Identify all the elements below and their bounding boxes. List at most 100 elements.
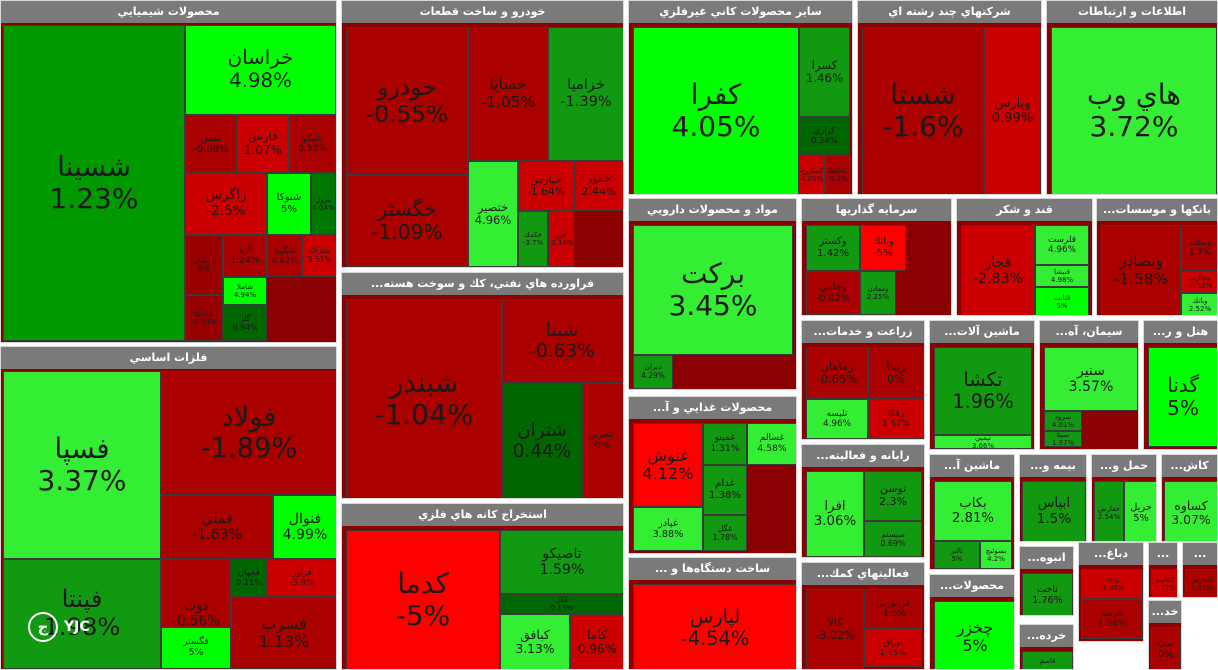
- stock-tile[interactable]: فسرب 1.13%: [231, 597, 336, 669]
- stock-tile[interactable]: بسوئيچ 4.2%: [980, 541, 1012, 569]
- stock-tile[interactable]: شسينا 1.23%: [3, 25, 185, 341]
- stock-tile[interactable]: لپارس -4.54%: [633, 584, 796, 669]
- stock-tile[interactable]: خودرو -0.55%: [346, 27, 468, 175]
- stock-tile[interactable]: كگل 0.13%: [500, 594, 623, 614]
- stock-tile[interactable]: خزاميا -1.39%: [548, 27, 623, 161]
- sector-24[interactable]: محصولات... چخزر 5%: [929, 574, 1015, 670]
- stock-tile[interactable]: قجار -2.83%: [961, 225, 1035, 315]
- stock-tile[interactable]: كساروج 4.05%: [799, 155, 825, 194]
- sector-0[interactable]: محصولات شيميايي شسينا 1.23% خراسان 4.98% شفن -…: [0, 0, 337, 343]
- stock-tile[interactable]: حريل 5%: [1124, 481, 1156, 541]
- sector-15[interactable]: هتل و ر... گدنا 5%: [1143, 320, 1218, 450]
- sector-6[interactable]: فراورده هاي نفتي، كك و سوخت هسته... شبندر…: [341, 272, 624, 499]
- stock-tile[interactable]: خزر -3.14%: [548, 211, 574, 267]
- stock-tile[interactable]: تاصيكو 1.59%: [500, 530, 623, 594]
- sector-28[interactable]: ... كفپارس 1.51%: [1182, 542, 1218, 598]
- stock-tile[interactable]: عرضه 1.54%: [1081, 599, 1143, 639]
- sector-16[interactable]: محصولات غذايي و آ... غنوش 4.12% غمينو 1.31% غ…: [628, 396, 797, 554]
- stock-tile[interactable]: آريا 1.24%: [223, 235, 267, 277]
- sector-25[interactable]: انبوه... ثاخت 1.76%: [1019, 546, 1074, 616]
- sector-27[interactable]: ... كماسه 3.37%: [1148, 542, 1178, 598]
- stock-tile[interactable]: بترول 0.04%: [311, 173, 336, 235]
- stock-tile[interactable]: شگويا 0.62%: [267, 235, 303, 277]
- stock-tile[interactable]: تپمپي 3.66%: [934, 435, 1032, 449]
- stock-tile[interactable]: وبملت 1.7%: [1181, 225, 1217, 271]
- stock-tile[interactable]: كالا -3.02%: [806, 589, 864, 669]
- stock-tile[interactable]: زماهان -0.65%: [806, 347, 868, 399]
- sector-30[interactable]: خد... سپ 0%: [1148, 600, 1182, 670]
- sector-23[interactable]: فعاليتهاي كمك... كالا -3.02% فرابورس -1.5% او…: [801, 562, 925, 670]
- sector-12[interactable]: زراعت و خدمات... زماهان -0.65% زبينا 0% تليسه…: [801, 320, 925, 440]
- sector-17[interactable]: رايانه و فعاليته... افرا 3.06% توسن 2.3% سيست…: [801, 444, 925, 558]
- stock-tile[interactable]: فاسم: [1022, 651, 1073, 669]
- stock-tile[interactable]: توسن 2.3%: [864, 471, 922, 521]
- stock-tile[interactable]: شبندر -1.04%: [346, 299, 502, 498]
- stock-tile[interactable]: سرود 4.01%: [1044, 411, 1082, 431]
- stock-tile[interactable]: قنيشا 4.98%: [1035, 265, 1089, 287]
- stock-tile[interactable]: شنوكا 5%: [267, 173, 311, 235]
- sector-1[interactable]: خودرو و ساخت قطعات خودرو -0.55% خساپا -1.05%…: [341, 0, 624, 268]
- stock-tile[interactable]: كاما 0.96%: [570, 614, 623, 669]
- stock-tile[interactable]: اوراق 1.75%: [864, 629, 922, 667]
- sector-13[interactable]: ماشين آلات... تكشا 1.96% تپمپي 3.66%: [929, 320, 1035, 450]
- stock-tile[interactable]: كفپارس 1.51%: [1185, 569, 1217, 597]
- stock-tile[interactable]: كفرا 4.05%: [633, 27, 799, 194]
- stock-tile[interactable]: وپارس 0.99%: [984, 27, 1041, 194]
- stock-tile[interactable]: خپارس -1.64%: [518, 161, 574, 211]
- stock-tile[interactable]: فرآور -3.9%: [267, 559, 336, 597]
- stock-tile[interactable]: كبافق 3.13%: [500, 614, 570, 669]
- stock-tile[interactable]: غنوش 4.12%: [633, 423, 703, 507]
- sector-14[interactable]: سيمان، آه... سنير 3.57% سرود 4.01% سيتا 1.37%: [1039, 320, 1139, 450]
- stock-tile[interactable]: وبانك -5%: [860, 225, 906, 271]
- stock-tile[interactable]: زبينا 0%: [868, 347, 924, 399]
- stock-tile[interactable]: شتران 0.44%: [502, 383, 582, 498]
- stock-tile[interactable]: فجهان 0.11%: [231, 559, 267, 597]
- sector-10[interactable]: قند و شكر قجار -2.83% قلرست 4.96% قنيشا 4.98% ق…: [956, 198, 1093, 316]
- stock-tile[interactable]: ومعادن 2.25%: [860, 271, 896, 315]
- stock-tile[interactable]: كماسه 3.37%: [1151, 569, 1177, 597]
- stock-tile[interactable]: افرا 3.06%: [806, 471, 864, 557]
- stock-tile[interactable]: گلز 0.94%: [223, 305, 267, 341]
- stock-tile[interactable]: وجامي -0.02%: [806, 271, 860, 315]
- stock-tile[interactable]: شفن -0.08%: [185, 115, 237, 173]
- stock-tile[interactable]: فنوال 4.99%: [273, 495, 336, 559]
- stock-tile[interactable]: غسالم 4.58%: [747, 423, 796, 465]
- stock-tile[interactable]: فسپا 3.37%: [3, 371, 161, 559]
- sector-4[interactable]: اطلاعات و ارتباطات هاي وب 3.72%: [1046, 0, 1218, 195]
- stock-tile[interactable]: گدنا 5%: [1148, 347, 1217, 447]
- sector-7[interactable]: استخراج كانه هاي فلزي كدما -5% تاصيكو 1.59% ك…: [341, 503, 624, 670]
- stock-tile[interactable]: بركت 3.45%: [633, 225, 793, 355]
- stock-tile[interactable]: پارسان 0%: [185, 235, 223, 295]
- stock-tile[interactable]: سيتا 1.37%: [1044, 431, 1082, 447]
- sector-29[interactable]: خرده... فاسم: [1019, 624, 1074, 670]
- stock-tile[interactable]: هاي وب 3.72%: [1051, 27, 1217, 194]
- stock-tile[interactable]: تليسه 4.96%: [806, 399, 868, 439]
- stock-tile[interactable]: خمور 2.44%: [574, 161, 623, 211]
- stock-tile[interactable]: فگستر 5%: [161, 627, 231, 669]
- stock-tile[interactable]: خگستر -1.09%: [346, 175, 468, 267]
- sector-26[interactable]: دباغ... بهپاك -1.95% عرضه 1.54%: [1078, 542, 1144, 642]
- sector-11[interactable]: بانكها و موسسات... وبصادر -1.58% وبملت 1.7% و…: [1096, 198, 1218, 316]
- stock-tile[interactable]: وبانك 2.52%: [1181, 293, 1217, 315]
- sector-22[interactable]: ساخت دستگاه‌ها و ... لپارس -4.54%: [628, 557, 797, 670]
- stock-tile[interactable]: وبصادر -1.58%: [1101, 225, 1181, 315]
- stock-tile[interactable]: كساوه 3.07%: [1164, 481, 1217, 541]
- stock-tile[interactable]: ثاخت 1.76%: [1022, 573, 1073, 615]
- stock-tile[interactable]: فرابورس -1.5%: [864, 589, 922, 629]
- stock-tile[interactable]: تاپيكو 0.53%: [289, 115, 336, 173]
- stock-tile[interactable]: شپنا -0.63%: [502, 299, 622, 383]
- stock-tile[interactable]: خساپا -1.05%: [468, 27, 548, 161]
- sector-9[interactable]: سرمايه گذاريها وكستر 1.42% وبانك -5% وجامي -0.…: [801, 198, 952, 316]
- sector-18[interactable]: ماشين آ... بكاب 2.81% بالبر 5% بسوئيچ 4.2%: [929, 454, 1015, 570]
- stock-tile[interactable]: ختصير 4.96%: [468, 161, 518, 267]
- stock-tile[interactable]: خكمك -3.7%: [518, 211, 548, 267]
- stock-tile[interactable]: ابپاس 1.5%: [1022, 481, 1086, 541]
- stock-tile[interactable]: خراسان 4.98%: [185, 25, 336, 115]
- stock-tile[interactable]: كسرا 1.46%: [799, 27, 850, 117]
- stock-tile[interactable]: وكستر 1.42%: [806, 225, 860, 271]
- stock-tile[interactable]: چخزر 5%: [934, 601, 1014, 669]
- sector-3[interactable]: شركتهاي چند رشته اي شستا -1.6% وپارس 0.99%: [857, 0, 1042, 195]
- stock-tile[interactable]: غگل 1.78%: [703, 515, 747, 551]
- sector-5[interactable]: فلزات اساسي فسپا 3.37% فولاد -1.89% فملي -1.63…: [0, 346, 337, 670]
- stock-tile[interactable]: بكاب 2.81%: [934, 481, 1012, 541]
